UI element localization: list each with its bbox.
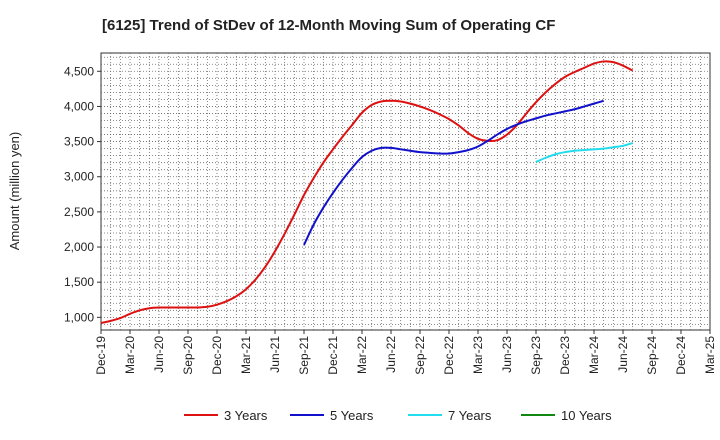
x-tick-label: Jun-20 — [152, 336, 166, 373]
x-tick-label: Dec-21 — [326, 336, 340, 375]
x-tick-label: Sep-24 — [645, 336, 659, 375]
y-axis-title: Amount (million yen) — [7, 132, 22, 251]
y-tick-label: 2,500 — [64, 205, 94, 219]
y-tick-label: 1,000 — [64, 310, 94, 324]
series-line-3-years — [100, 60, 634, 324]
x-tick-label: Mar-21 — [239, 336, 253, 374]
x-tick-label: Dec-24 — [674, 336, 688, 375]
x-tick-label: Mar-20 — [123, 336, 137, 374]
x-tick-label: Jun-24 — [616, 336, 630, 373]
x-tick-label: Jun-21 — [268, 336, 282, 373]
y-tick-label: 4,500 — [64, 64, 94, 78]
x-tick-label: Mar-23 — [471, 336, 485, 374]
x-tick-label: Dec-19 — [94, 336, 108, 375]
legend-label-10-years: 10 Years — [561, 408, 612, 423]
chart-title: [6125] Trend of StDev of 12-Month Moving… — [102, 17, 555, 34]
x-tick-label: Dec-20 — [210, 336, 224, 375]
x-tick-label: Sep-22 — [413, 336, 427, 375]
plot-area: 1,000 1,500 2,000 2,500 3,000 3,500 4,000 4,500… — [64, 52, 717, 375]
y-tick-label: 2,000 — [64, 240, 94, 254]
x-tick-label: Jun-22 — [384, 336, 398, 373]
legend-label-5-years: 5 Years — [330, 408, 374, 423]
y-tick-label: 1,500 — [64, 275, 94, 289]
y-tick-label: 3,500 — [64, 135, 94, 149]
x-tick-label: Sep-21 — [297, 336, 311, 375]
x-tick-label: Mar-25 — [703, 336, 717, 374]
plot-frame — [100, 52, 711, 331]
legend-label-7-years: 7 Years — [448, 408, 492, 423]
series-line-7-years — [535, 142, 633, 163]
x-tick-label: Jun-23 — [500, 336, 514, 373]
legend-label-3-years: 3 Years — [224, 408, 268, 423]
y-tick-label: 4,000 — [64, 99, 94, 113]
series-line-5-years — [303, 99, 604, 246]
x-tick-label: Mar-22 — [355, 336, 369, 374]
legend: 3 Years 5 Years 7 Years 10 Years — [184, 408, 612, 423]
x-tick-label: Dec-23 — [558, 336, 572, 375]
y-tick-label: 3,000 — [64, 170, 94, 184]
x-tick-label: Sep-20 — [181, 336, 195, 375]
x-tick-label: Mar-24 — [587, 336, 601, 374]
x-tick-label: Dec-22 — [442, 336, 456, 375]
x-tick-label: Sep-23 — [529, 336, 543, 375]
